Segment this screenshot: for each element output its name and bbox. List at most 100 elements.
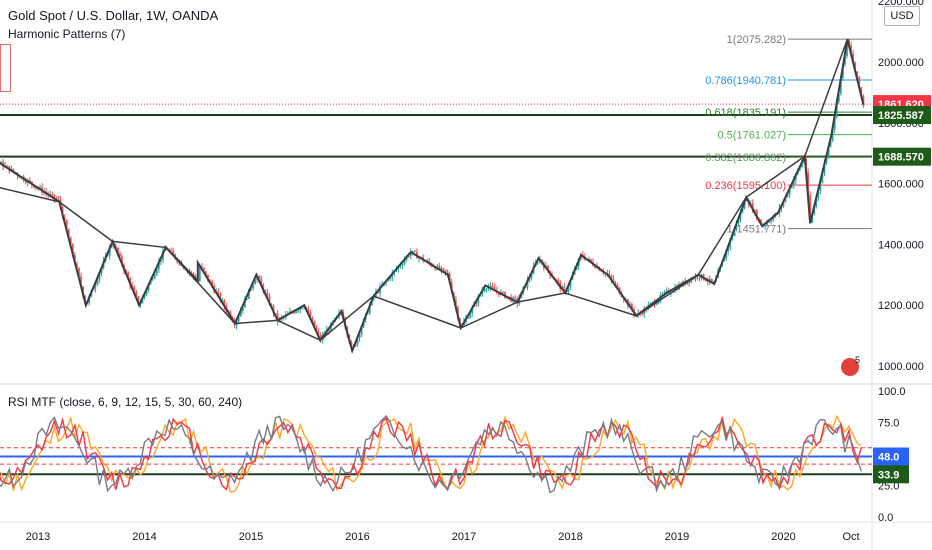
candle-body [442, 268, 445, 270]
fib-label-2: 0.618(1835.191) [705, 107, 786, 119]
pattern-leg-8 [460, 301, 518, 329]
time-tick-0: 2013 [26, 531, 50, 543]
candle-body [790, 185, 793, 189]
candle-body [641, 313, 644, 315]
rsi-line-0 [0, 414, 862, 493]
candle-body [53, 194, 56, 199]
time-tick-2: 2015 [239, 531, 263, 543]
candle-body [692, 278, 695, 280]
candle-body [147, 284, 150, 291]
candle-body [821, 172, 824, 183]
candle-body [837, 93, 840, 102]
candle-body [268, 295, 271, 305]
rsi-legend[interactable]: RSI MTF (close, 6, 9, 12, 15, 5, 30, 60,… [8, 395, 243, 409]
candle-body [241, 307, 244, 311]
candle-body [391, 272, 394, 279]
candle-body [788, 188, 791, 195]
chart-title[interactable]: Gold Spot / U.S. Dollar, 1W, OANDA [8, 8, 219, 23]
candle-body [119, 253, 121, 257]
candle-body [211, 281, 213, 287]
candle-body [411, 250, 414, 253]
rsi-tick-3: 100.0 [878, 386, 906, 398]
fib-label-6: 1(1451.771) [727, 224, 786, 236]
candle-body [563, 286, 566, 291]
candle-body [704, 279, 707, 281]
candle-body [313, 320, 316, 328]
candle-body [155, 269, 158, 275]
candle-body [159, 259, 162, 262]
rsi-value-bg-0 [873, 447, 909, 466]
candle-body [766, 222, 769, 225]
candle-body [608, 274, 611, 276]
candle-body [135, 291, 138, 297]
candle-body [844, 56, 846, 65]
candle-body [413, 250, 416, 252]
currency-button[interactable]: USD [884, 6, 920, 26]
candle-body [356, 337, 359, 345]
candle-body [358, 334, 361, 338]
candle-body [835, 101, 838, 117]
price-label-bg-2 [873, 147, 931, 166]
candle-body [467, 317, 469, 319]
candle-body [547, 265, 549, 271]
candle-body [708, 278, 711, 282]
candle-body [121, 256, 123, 265]
us-flag-icon[interactable] [841, 358, 859, 376]
candle-body [434, 267, 437, 270]
candle-body [665, 290, 668, 292]
candle-body [69, 238, 72, 244]
candle-body [137, 296, 140, 305]
candle-body [825, 156, 828, 163]
candle-body [307, 309, 310, 313]
indicator-legend[interactable]: Harmonic Patterns (7) [8, 27, 126, 41]
candle-body [706, 280, 709, 282]
price-tick-1: 1200.000 [878, 300, 924, 312]
candle-body [655, 303, 658, 305]
candle-body [200, 266, 203, 268]
candle-body [477, 295, 480, 304]
rsi-line-2 [0, 414, 862, 494]
candle-body [252, 284, 254, 289]
legend-collapse-handle[interactable] [0, 44, 11, 92]
rsi-tick-0: 0.0 [878, 512, 893, 524]
pattern-leg-5 [277, 319, 321, 341]
candle-body [770, 220, 773, 222]
candle-body [428, 260, 431, 264]
candle-body [782, 201, 785, 207]
pattern-leg-3 [165, 246, 236, 324]
candle-body [39, 187, 41, 189]
candle-body [839, 78, 842, 94]
candle-body [100, 267, 103, 274]
time-tick-4: 2017 [452, 531, 476, 543]
price-tick-3: 1600.000 [878, 179, 924, 191]
candle-body [850, 45, 852, 54]
pattern-leg-1 [58, 201, 113, 242]
candle-body [588, 259, 590, 261]
time-tick-7: 2020 [771, 531, 795, 543]
candle-body [127, 272, 130, 279]
rsi-tick-1: 25.0 [878, 481, 899, 493]
candle-body [401, 263, 404, 266]
candle-body [360, 327, 363, 335]
candle-body [614, 283, 617, 285]
candle-body [407, 256, 410, 258]
candle-body [829, 140, 832, 147]
candle-body [309, 312, 312, 319]
candle-body [12, 168, 15, 172]
candle-body [489, 285, 492, 288]
rsi-line-1 [0, 415, 862, 492]
candle-body [831, 129, 834, 141]
events-count: 5 [855, 355, 861, 365]
candle-body [567, 286, 570, 293]
candle-body [96, 280, 99, 285]
price-label-bg-1 [873, 106, 931, 125]
candle-body [94, 284, 97, 290]
rsi-value-label-0: 48.0 [878, 452, 899, 464]
rsi-value-label-1: 33.9 [878, 469, 899, 481]
candle-body [65, 219, 68, 230]
candle-body [493, 287, 496, 291]
price-tick-5: 2000.000 [878, 57, 924, 69]
candle-body [205, 271, 207, 275]
candle-body [319, 334, 322, 341]
